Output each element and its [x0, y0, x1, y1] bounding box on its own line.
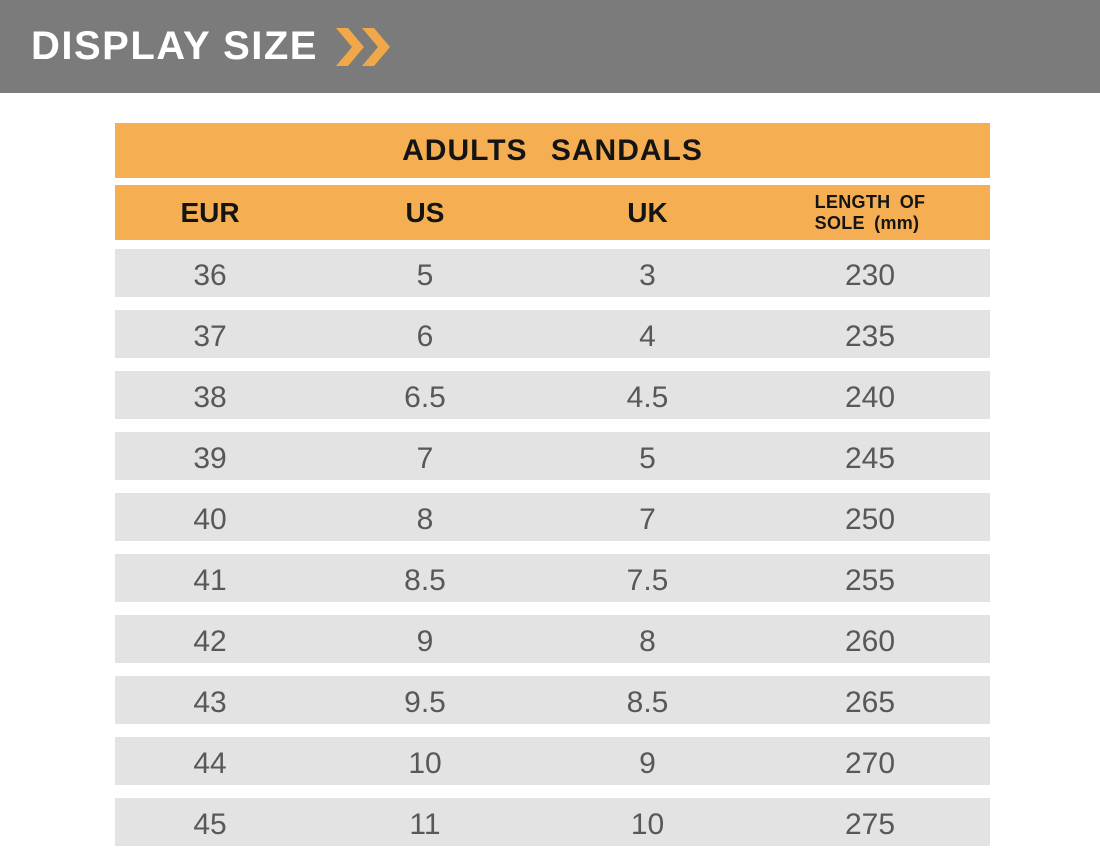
- column-header-us: US: [405, 196, 445, 228]
- uk-size-value: 7: [639, 502, 656, 536]
- sole-length-value: 245: [844, 441, 896, 475]
- table-title-row: ADULTS SANDALS: [115, 123, 990, 178]
- column-header-eur: EUR: [180, 196, 240, 228]
- table-title: ADULTS SANDALS: [402, 133, 703, 167]
- sole-length-value: 235: [844, 319, 896, 353]
- size-row-eur-38: 38 6.5 4.5 240: [115, 371, 990, 419]
- us-size-value: 9: [416, 624, 434, 658]
- size-row-eur-44: 44 10 9 270: [115, 737, 990, 785]
- uk-size-value: 4: [639, 319, 656, 353]
- column-header-length-of-sole: LENGTH OF SOLE (mm): [750, 185, 990, 240]
- column-header-uk: UK: [627, 196, 668, 228]
- length-of-sole-label: LENGTH OF SOLE (mm): [815, 192, 926, 234]
- size-row-eur-41: 41 8.5 7.5 255: [115, 554, 990, 602]
- length-of-sole-line2: SOLE (mm): [814, 212, 920, 233]
- uk-size-value: 8: [639, 624, 656, 658]
- uk-size-value: 3: [639, 258, 656, 292]
- uk-size-value: 10: [630, 807, 665, 841]
- size-row-eur-45: 45 11 10 275: [115, 798, 990, 846]
- eur-size-value: 42: [193, 624, 227, 658]
- us-size-value: 8.5: [404, 563, 446, 597]
- eur-size-value: 39: [193, 441, 227, 475]
- eur-size-value: 38: [193, 380, 227, 414]
- us-size-value: 7: [416, 441, 434, 475]
- sole-length-value: 275: [844, 807, 896, 841]
- sole-length-value: 230: [844, 258, 896, 292]
- sole-length-value: 250: [844, 502, 896, 536]
- eur-size-value: 36: [193, 258, 227, 292]
- banner-title: DISPLAY SIZE: [31, 24, 318, 68]
- uk-size-value: 5: [639, 441, 656, 475]
- sole-length-value: 265: [844, 685, 896, 719]
- uk-size-value: 9: [639, 746, 656, 780]
- eur-size-value: 37: [193, 319, 227, 353]
- size-row-eur-39: 39 7 5 245: [115, 432, 990, 480]
- uk-size-value: 8.5: [626, 685, 669, 719]
- uk-size-value: 4.5: [626, 380, 669, 414]
- eur-size-value: 45: [193, 807, 227, 841]
- sole-length-value: 260: [844, 624, 896, 658]
- us-size-value: 10: [408, 746, 442, 780]
- size-row-eur-37: 37 6 4 235: [115, 310, 990, 358]
- eur-size-value: 40: [193, 502, 227, 536]
- sole-length-value: 240: [844, 380, 896, 414]
- us-size-value: 5: [416, 258, 434, 292]
- adults-sandals-size-table: ADULTS SANDALS EUR US UK LENGTH OF SOLE …: [115, 123, 990, 846]
- sole-length-value: 255: [844, 563, 896, 597]
- eur-size-value: 44: [193, 746, 227, 780]
- us-size-value: 6: [416, 319, 434, 353]
- table-header-row: EUR US UK LENGTH OF SOLE (mm): [115, 185, 990, 240]
- us-size-value: 6.5: [404, 380, 446, 414]
- display-size-banner: DISPLAY SIZE: [0, 0, 1100, 93]
- us-size-value: 8: [416, 502, 434, 536]
- us-size-value: 11: [409, 807, 441, 841]
- double-chevron-right-icon: [335, 27, 390, 66]
- length-of-sole-line1: LENGTH OF: [814, 191, 926, 212]
- size-row-eur-43: 43 9.5 8.5 265: [115, 676, 990, 724]
- size-row-eur-40: 40 8 7 250: [115, 493, 990, 541]
- us-size-value: 9.5: [404, 685, 446, 719]
- eur-size-value: 43: [193, 685, 227, 719]
- size-row-eur-42: 42 9 8 260: [115, 615, 990, 663]
- eur-size-value: 41: [193, 563, 227, 597]
- size-row-eur-36: 36 5 3 230: [115, 249, 990, 297]
- sole-length-value: 270: [844, 746, 896, 780]
- uk-size-value: 7.5: [626, 563, 669, 597]
